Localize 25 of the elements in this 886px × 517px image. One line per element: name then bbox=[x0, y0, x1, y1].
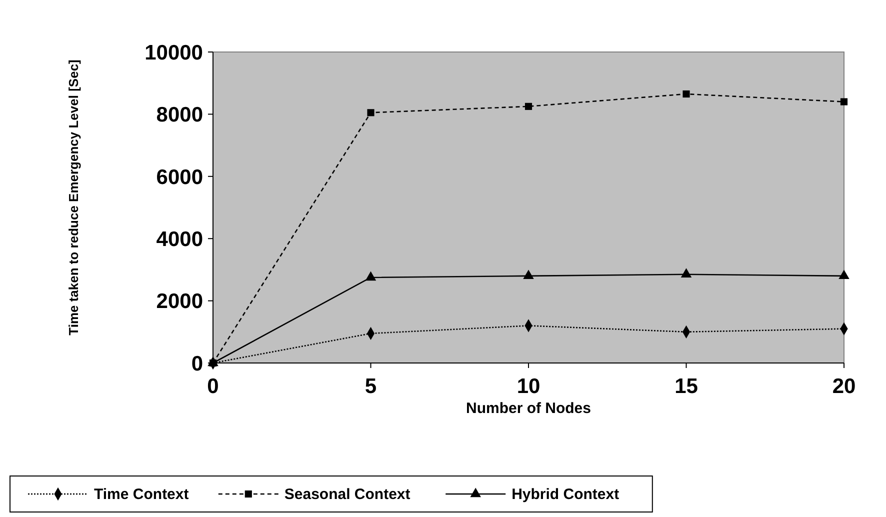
y-axis-title: Time taken to reduce Emergency Level [Sec] bbox=[66, 60, 81, 336]
point bbox=[682, 90, 690, 98]
legend-label: Time Context bbox=[94, 486, 189, 503]
point bbox=[524, 102, 532, 110]
y-tick-label: 0 bbox=[191, 352, 203, 376]
legend-label: Hybrid Context bbox=[512, 486, 620, 503]
x-axis-title: Number of Nodes bbox=[466, 400, 592, 417]
point bbox=[840, 98, 848, 106]
point bbox=[367, 109, 374, 116]
x-tick-label: 5 bbox=[364, 375, 377, 398]
y-tick-label: 10000 bbox=[144, 41, 203, 64]
legend-label: Seasonal Context bbox=[284, 486, 410, 503]
x-tick-label: 15 bbox=[674, 375, 698, 398]
x-tick-label: 20 bbox=[832, 375, 856, 398]
x-tick-label: 0 bbox=[207, 375, 219, 398]
point bbox=[365, 271, 376, 281]
y-tick-label: 8000 bbox=[156, 104, 203, 127]
x-tick-label: 10 bbox=[516, 375, 540, 398]
point bbox=[680, 268, 692, 278]
y-tick-label: 4000 bbox=[156, 228, 203, 251]
point bbox=[208, 356, 218, 366]
point bbox=[838, 270, 850, 280]
y-tick-label: 6000 bbox=[156, 166, 203, 189]
point bbox=[523, 270, 534, 280]
y-tick-label: 2000 bbox=[156, 290, 203, 314]
